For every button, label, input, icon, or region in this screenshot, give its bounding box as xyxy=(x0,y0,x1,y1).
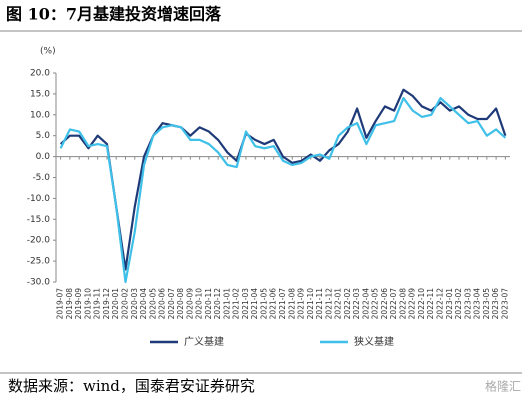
x-tick-label: 2023-04 xyxy=(473,288,482,320)
x-tick-label: 2021-12 xyxy=(324,288,333,320)
legend-label: 狭义基建 xyxy=(354,335,394,348)
x-tick-label: 2020-03 xyxy=(130,288,139,320)
x-tick-label: 2020-12 xyxy=(213,288,222,320)
x-tick-label: 2021-07 xyxy=(278,288,287,320)
legend-label: 广义基建 xyxy=(184,335,224,348)
x-tick-label: 2022-12 xyxy=(436,288,445,320)
y-tick-label: 0.0 xyxy=(36,152,51,162)
x-tick-label: 2020-02 xyxy=(120,288,129,320)
x-tick-label: 2019-12 xyxy=(102,288,111,320)
x-tick-label: 2021-02 xyxy=(232,288,241,320)
x-tick-label: 2022-01 xyxy=(334,288,343,320)
series-line xyxy=(59,96,507,284)
x-tick-label: 2022-02 xyxy=(343,288,352,320)
x-tick-label: 2020-04 xyxy=(139,288,148,320)
x-tick-label: 2022-06 xyxy=(380,288,389,320)
x-tick-label: 2019-07 xyxy=(56,288,65,320)
x-tick-label: 2021-06 xyxy=(269,288,278,320)
x-tick-label: 2020-01 xyxy=(111,288,120,320)
y-tick-label: -20.0 xyxy=(27,236,51,246)
x-tick-label: 2019-09 xyxy=(74,288,83,320)
x-tick-label: 2021-11 xyxy=(315,288,324,320)
x-tick-label: 2022-07 xyxy=(389,288,398,320)
y-tick-label: -15.0 xyxy=(27,215,51,225)
x-tick-label: 2022-10 xyxy=(417,288,426,320)
y-tick-label: -25.0 xyxy=(27,257,51,267)
x-tick-label: 2021-10 xyxy=(306,288,315,320)
x-tick-label: 2020-06 xyxy=(158,288,167,320)
y-tick-label: -5.0 xyxy=(32,173,50,183)
y-unit: (%) xyxy=(40,47,56,57)
x-tick-label: 2023-07 xyxy=(500,288,509,320)
x-tick-label: 2023-02 xyxy=(454,288,463,320)
y-tick-label: 20.0 xyxy=(30,69,50,79)
y-tick-label: -10.0 xyxy=(27,194,51,204)
y-tick-label: 15.0 xyxy=(30,89,50,99)
x-tick-label: 2020-05 xyxy=(148,288,157,320)
chart-title: 图 10：7月基建投资增速回落 xyxy=(6,5,222,24)
x-tick-label: 2022-04 xyxy=(361,288,370,320)
series-line xyxy=(59,88,507,271)
x-tick-label: 2019-10 xyxy=(83,288,92,320)
x-tick-label: 2022-05 xyxy=(371,288,380,320)
x-tick-label: 2021-05 xyxy=(259,288,268,320)
x-tick-label: 2019-11 xyxy=(93,288,102,320)
y-tick-label: -30.0 xyxy=(27,278,51,288)
y-tick-label: 5.0 xyxy=(36,131,51,141)
x-tick-label: 2020-11 xyxy=(204,288,213,320)
watermark: 格隆汇 xyxy=(485,379,521,394)
x-tick-label: 2021-03 xyxy=(241,288,250,320)
x-tick-label: 2021-08 xyxy=(287,288,296,320)
x-tick-label: 2023-01 xyxy=(445,288,454,320)
x-tick-label: 2022-09 xyxy=(408,288,417,320)
x-tick-label: 2022-03 xyxy=(352,288,361,320)
source: 数据来源：wind，国泰君安证券研究 xyxy=(8,377,255,395)
x-tick-label: 2020-10 xyxy=(195,288,204,320)
x-tick-label: 2023-03 xyxy=(463,288,472,320)
x-tick-label: 2022-11 xyxy=(426,288,435,320)
x-tick-label: 2021-09 xyxy=(297,288,306,320)
y-tick-label: 10.0 xyxy=(30,110,50,120)
x-tick-label: 2023-06 xyxy=(491,288,500,320)
x-tick-label: 2022-08 xyxy=(398,288,407,320)
x-tick-label: 2021-01 xyxy=(222,288,231,320)
x-tick-label: 2020-09 xyxy=(185,288,194,320)
x-tick-label: 2019-08 xyxy=(65,288,74,320)
x-tick-label: 2023-05 xyxy=(482,288,491,320)
x-tick-label: 2020-08 xyxy=(176,288,185,320)
x-tick-label: 2021-04 xyxy=(250,288,259,320)
x-tick-label: 2020-07 xyxy=(167,288,176,320)
